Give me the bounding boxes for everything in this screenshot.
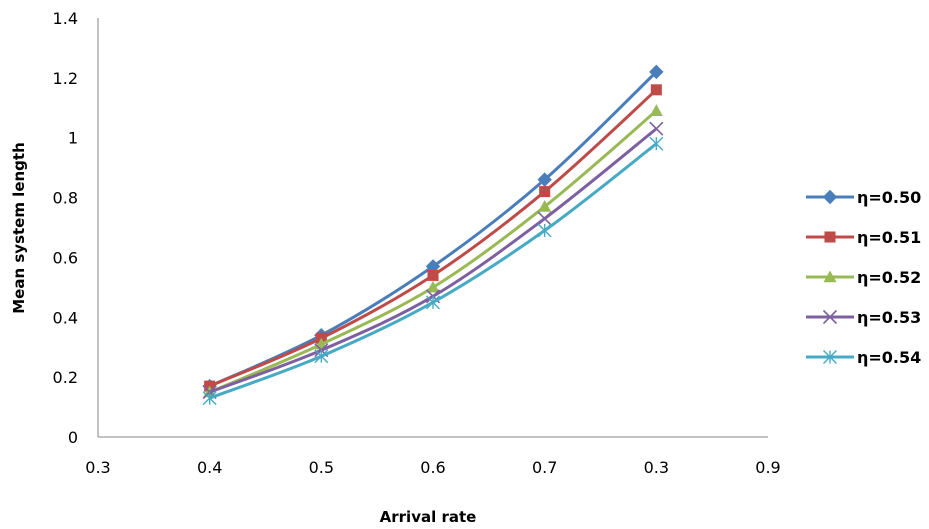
y-tick-labels: 0 0.2 0.4 0.6 0.8 1 1.2 1.4 <box>53 9 78 447</box>
x-tick-label: 0.4 <box>197 458 222 477</box>
series-layer <box>202 64 664 406</box>
data-point <box>649 104 663 116</box>
legend-marker <box>824 231 836 243</box>
data-point <box>649 136 664 151</box>
data-point <box>539 186 551 198</box>
data-point <box>427 269 439 281</box>
axes <box>97 18 768 438</box>
data-point <box>650 84 662 96</box>
x-tick-label: 0.3 <box>644 458 669 477</box>
data-point <box>537 223 552 238</box>
data-point <box>537 211 552 226</box>
y-axis-title: Mean system length <box>10 142 28 314</box>
y-tick-label: 0 <box>68 428 78 447</box>
legend-marker <box>823 350 837 364</box>
legend-label: η=0.50 <box>857 188 921 207</box>
legend: η=0.50 η=0.51 η=0.52 η=0.53 η=0.54 <box>806 188 921 367</box>
y-tick-label: 1.2 <box>53 69 78 88</box>
y-tick-label: 0.6 <box>53 248 78 267</box>
y-tick-label: 0.8 <box>53 189 78 208</box>
series-line <box>209 88 658 388</box>
data-point <box>426 295 440 310</box>
data-point <box>538 200 552 212</box>
legend-marker <box>822 309 838 325</box>
data-point <box>314 349 329 364</box>
y-tick-label: 1.4 <box>53 9 78 28</box>
data-point <box>649 64 664 80</box>
y-tick-label: 1 <box>68 129 78 148</box>
data-point <box>202 391 217 406</box>
legend-label: η=0.54 <box>857 348 921 367</box>
legend-label: η=0.53 <box>857 308 921 327</box>
legend-marker <box>822 189 838 205</box>
x-tick-label: 0.3 <box>85 458 110 477</box>
x-tick-label: 0.6 <box>420 458 445 477</box>
data-point <box>649 121 664 136</box>
y-tick-label: 0.4 <box>53 308 78 327</box>
x-tick-label: 0.5 <box>309 458 334 477</box>
x-tick-label: 0.9 <box>755 458 780 477</box>
x-tick-label: 0.7 <box>532 458 557 477</box>
legend-label: η=0.51 <box>857 228 921 247</box>
data-point <box>426 280 440 293</box>
legend-marker <box>823 270 837 283</box>
x-tick-labels: 0.3 0.4 0.5 0.6 0.7 0.3 0.9 <box>85 458 780 477</box>
y-tick-label: 0.2 <box>53 368 78 387</box>
legend-label: η=0.52 <box>857 268 921 287</box>
series-line <box>209 70 658 388</box>
x-axis-title: Arrival rate <box>380 508 477 526</box>
